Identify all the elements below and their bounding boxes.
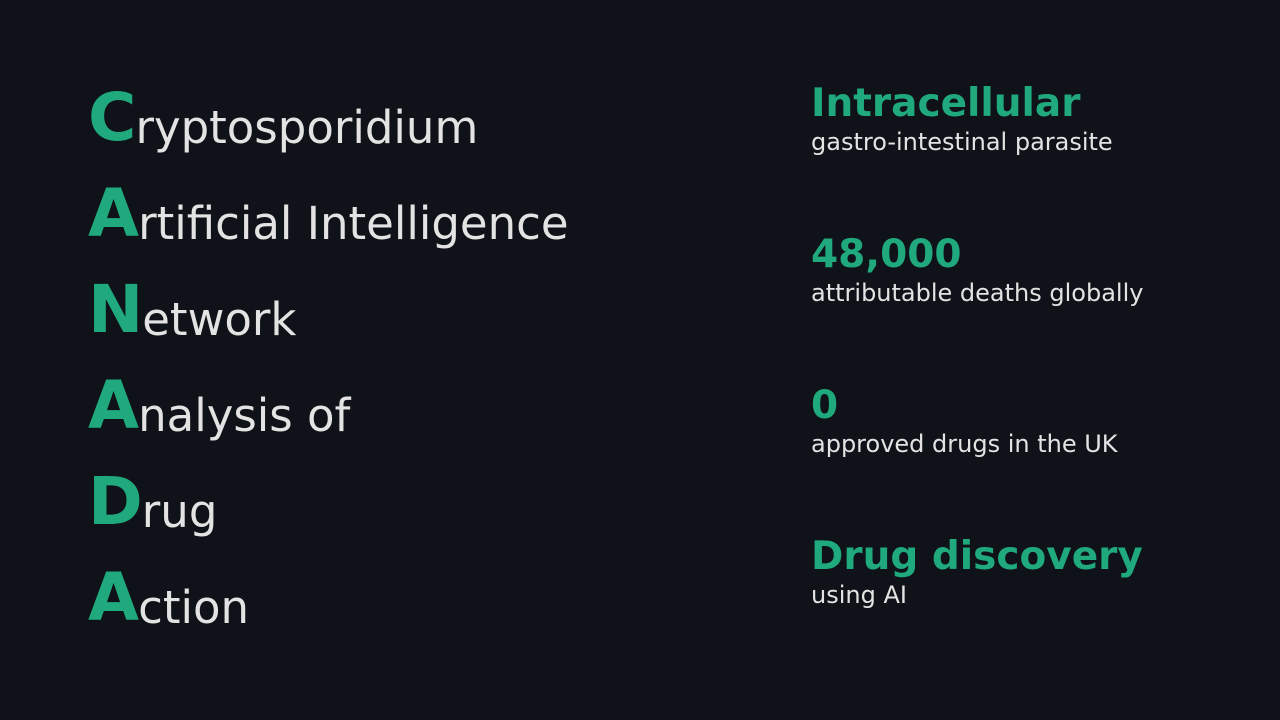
fact-intracellular: Intracellular gastro-intestinal parasite [811,78,1143,229]
fact-approved-drugs: 0 approved drugs in the UK [811,380,1143,531]
fact-detail: attributable deaths globally [811,279,1144,307]
acronym-word-rest: rtificial Intelligence [138,197,569,250]
fact-deaths: 48,000 attributable deaths globally [811,229,1143,380]
acronym-initial: A [88,559,139,636]
acronym-word-rest: ryptosporidium [135,101,479,154]
fact-headline: 0 [811,383,839,428]
acronym-initial: C [88,79,136,156]
fact-detail: approved drugs in the UK [811,430,1118,458]
fact-headline: Drug discovery [811,534,1143,579]
fact-drug-discovery: Drug discovery using AI [811,531,1143,682]
acronym-initial: A [88,367,139,444]
acronym-initial: D [88,463,143,540]
fact-detail: gastro-intestinal parasite [811,128,1113,156]
acronym-initial: A [88,175,139,252]
acronym-word-rest: nalysis of [138,389,351,442]
acronym-word-rest: ction [138,581,250,634]
acronym-initial: N [88,271,143,348]
fact-detail: using AI [811,581,907,609]
acronym-word-rest: rug [141,485,218,538]
fact-headline: 48,000 [811,232,962,277]
key-facts: Intracellular gastro-intestinal parasite… [811,78,1143,682]
acronym-word-rest: etwork [142,293,297,346]
fact-headline: Intracellular [811,81,1081,126]
